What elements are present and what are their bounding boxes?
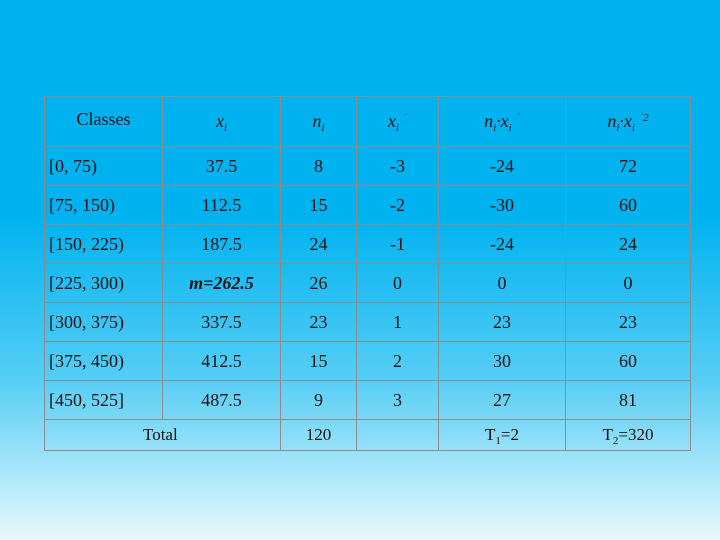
table-row: [375, 450) 412.5 15 2 30 60 xyxy=(44,341,691,381)
ni-cell: 24 xyxy=(280,224,357,264)
table-row: [225, 300) m=262.5 26 0 0 0 xyxy=(44,263,691,303)
ni-cell: 15 xyxy=(280,341,357,381)
header-xi: xi xyxy=(162,96,281,147)
xi-prime-cell: 1 xyxy=(356,302,439,342)
total-ni-cell: 120 xyxy=(280,419,357,451)
header-classes: Classes xyxy=(44,96,163,147)
class-cell: [450, 525] xyxy=(44,380,163,420)
ni-xi-prime-cell: -24 xyxy=(438,146,566,186)
class-cell: [375, 450) xyxy=(44,341,163,381)
class-cell: [225, 300) xyxy=(44,263,163,303)
ni-xi-prime-squared-cell: 0 xyxy=(565,263,691,303)
xi-prime-cell: -2 xyxy=(356,185,439,225)
table-row: [75, 150) 112.5 15 -2 -30 60 xyxy=(44,185,691,225)
xi-cell: 337.5 xyxy=(162,302,281,342)
xi-prime-cell: -3 xyxy=(356,146,439,186)
ni-cell: 9 xyxy=(280,380,357,420)
frequency-table: Classes xi ni xi ´ ni·xi ´ ni·xi ´2 [0, … xyxy=(44,96,691,451)
header-xi-prime: xi ´ xyxy=(356,96,439,147)
header-row: Classes xi ni xi ´ ni·xi ´ ni·xi ´2 xyxy=(44,96,691,147)
ni-xi-prime-cell: 23 xyxy=(438,302,566,342)
xi-cell: 187.5 xyxy=(162,224,281,264)
table-row: [150, 225) 187.5 24 -1 -24 24 xyxy=(44,224,691,264)
ni-cell: 15 xyxy=(280,185,357,225)
ni-xi-prime-squared-cell: 24 xyxy=(565,224,691,264)
t2-cell: T2=320 xyxy=(565,419,691,451)
ni-cell: 8 xyxy=(280,146,357,186)
xi-prime-cell: 2 xyxy=(356,341,439,381)
ni-xi-prime-cell: 30 xyxy=(438,341,566,381)
ni-xi-prime-cell: 27 xyxy=(438,380,566,420)
class-cell: [75, 150) xyxy=(44,185,163,225)
xi-cell: 112.5 xyxy=(162,185,281,225)
ni-xi-prime-squared-cell: 60 xyxy=(565,341,691,381)
ni-cell: 23 xyxy=(280,302,357,342)
table-row: [0, 75) 37.5 8 -3 -24 72 xyxy=(44,146,691,186)
xi-prime-cell: 3 xyxy=(356,380,439,420)
header-ni: ni xyxy=(280,96,357,147)
total-empty-cell xyxy=(356,419,439,451)
xi-cell: 37.5 xyxy=(162,146,281,186)
ni-xi-prime-cell: 0 xyxy=(438,263,566,303)
xi-cell: 487.5 xyxy=(162,380,281,420)
ni-xi-prime-squared-cell: 72 xyxy=(565,146,691,186)
total-row: Total 120 T1=2 T2=320 xyxy=(44,419,691,451)
table-row: [300, 375) 337.5 23 1 23 23 xyxy=(44,302,691,342)
mode-xi-cell: m=262.5 xyxy=(162,263,281,303)
xi-prime-cell: -1 xyxy=(356,224,439,264)
class-cell: [300, 375) xyxy=(44,302,163,342)
xi-prime-cell: 0 xyxy=(356,263,439,303)
header-ni-xi-prime-squared: ni·xi ´2 xyxy=(565,96,691,147)
table-row: [450, 525] 487.5 9 3 27 81 xyxy=(44,380,691,420)
ni-xi-prime-squared-cell: 23 xyxy=(565,302,691,342)
t1-cell: T1=2 xyxy=(438,419,566,451)
ni-cell: 26 xyxy=(280,263,357,303)
total-label: Total xyxy=(143,425,178,444)
class-cell: [150, 225) xyxy=(44,224,163,264)
xi-cell: 412.5 xyxy=(162,341,281,381)
ni-xi-prime-squared-cell: 60 xyxy=(565,185,691,225)
class-cell: [0, 75) xyxy=(44,146,163,186)
ni-xi-prime-cell: -30 xyxy=(438,185,566,225)
total-label-cell: Total xyxy=(44,419,281,451)
ni-xi-prime-squared-cell: 81 xyxy=(565,380,691,420)
ni-xi-prime-cell: -24 xyxy=(438,224,566,264)
header-ni-xi-prime: ni·xi ´ xyxy=(438,96,566,147)
